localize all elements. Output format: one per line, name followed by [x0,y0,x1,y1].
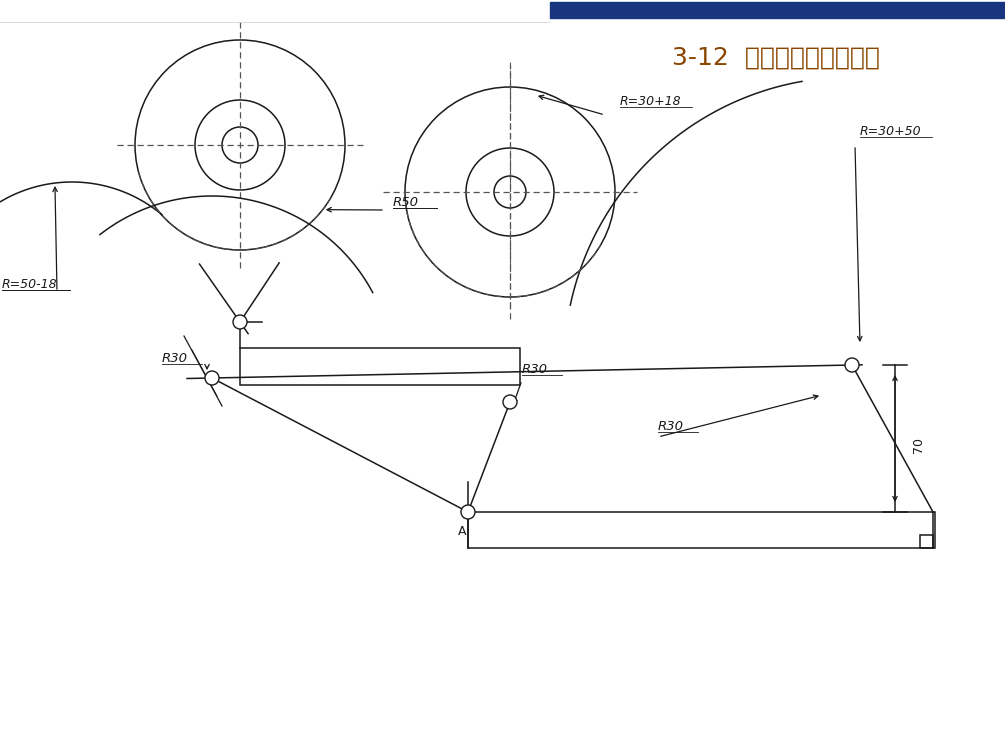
Bar [550,2,1005,18]
Circle shape [233,315,247,329]
Text: R30: R30 [522,363,548,376]
Text: R=30+18: R=30+18 [620,95,681,108]
Text: R=30+50: R=30+50 [860,125,922,138]
Bar [240,348,520,385]
Circle shape [845,358,859,372]
Circle shape [502,395,517,409]
Text: R30: R30 [162,352,188,365]
Text: R30: R30 [658,420,684,433]
Circle shape [205,371,219,385]
Text: 70: 70 [912,437,925,453]
Circle shape [461,505,475,519]
Bar [920,535,933,548]
Text: A: A [457,525,466,538]
Bar [468,512,935,548]
Text: R50: R50 [393,196,419,209]
Text: R=50-18: R=50-18 [2,278,57,291]
Text: 3-12  平面图形的作图步骤: 3-12 平面图形的作图步骤 [672,46,880,70]
